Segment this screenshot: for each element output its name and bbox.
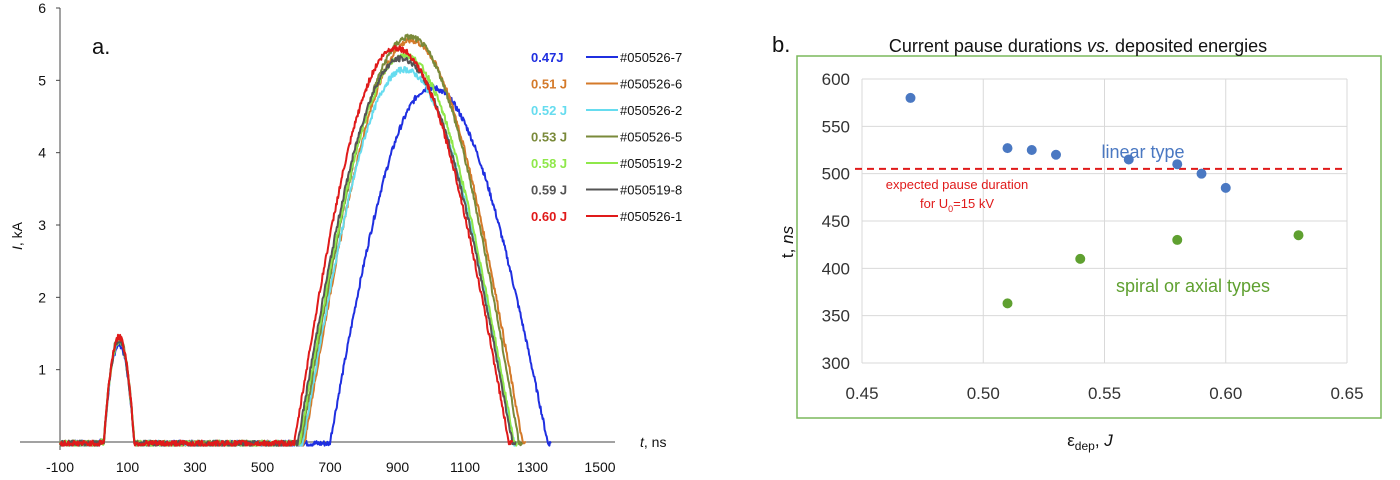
legend-label: #050519-2 (620, 156, 682, 171)
panel-a-y-axis-label: I, kA (9, 221, 25, 250)
legend-energy: 0.51 J (531, 77, 567, 92)
panel-b-title: Current pause durations vs. deposited en… (889, 36, 1267, 56)
y-tick-label: 300 (822, 354, 850, 373)
legend-energy: 0.60 J (531, 209, 567, 224)
scatter-point (1075, 253, 1086, 264)
y-tick-label: 1 (38, 362, 46, 378)
x-tick-label: 500 (251, 459, 275, 475)
y-tick-label: 400 (822, 259, 850, 278)
y-tick-label: 350 (822, 307, 850, 326)
legend-label: #050526-7 (620, 50, 682, 65)
y-tick-label: 2 (38, 289, 46, 305)
legend-energy: 0.52 J (531, 103, 567, 118)
panel-b-y-ticks: 300 350 400 450 500 550 600 (822, 70, 850, 373)
legend-energy: 0.53 J (531, 130, 567, 145)
legend-energy: 0.58 J (531, 156, 567, 171)
y-tick-label: 600 (822, 70, 850, 89)
x-tick-label: -100 (46, 459, 74, 475)
y-tick-label: 4 (38, 145, 46, 161)
panel-b-label: b. (772, 32, 790, 57)
series-line (59, 44, 514, 447)
scatter-point (1196, 168, 1207, 179)
scatter-point (1026, 145, 1037, 155)
x-tick-label: 0.50 (967, 384, 1000, 403)
panel-b-frame (796, 55, 1382, 419)
x-tick-label: 1300 (517, 459, 548, 475)
panel-a-y-ticks: 1 2 3 4 5 6 (38, 0, 60, 378)
series-line (59, 54, 517, 447)
linear-type-label: linear type (1101, 142, 1184, 162)
x-tick-label: 0.55 (1088, 384, 1121, 403)
x-tick-label: 900 (386, 459, 410, 475)
panel-a-legend: 0.47J #050526-7 0.51 J #050526-6 0.52 J #0505… (531, 50, 682, 224)
panel-b-y-axis-label: t, ns (778, 225, 797, 258)
scatter-point (1051, 149, 1061, 160)
x-tick-label: 1100 (450, 459, 480, 475)
y-tick-label: 550 (822, 117, 850, 136)
panel-b-points (905, 92, 1304, 309)
x-tick-label: 0.45 (845, 384, 878, 403)
legend-energy: 0.59 J (531, 183, 567, 198)
x-tick-label: 1500 (584, 459, 615, 475)
x-tick-label: 700 (318, 459, 342, 475)
reference-line-label-1: expected pause duration (886, 177, 1028, 192)
legend-label: #050526-1 (620, 209, 682, 224)
y-tick-label: 5 (38, 72, 46, 88)
panel-b-scatter: b. Current pause durations vs. deposited… (772, 32, 1382, 453)
y-tick-label: 3 (38, 217, 46, 233)
panel-a-current-traces: 1 2 3 4 5 6 -100 100 300 500 700 900 1100 1300 1500 a… (9, 0, 682, 475)
panel-b-x-axis-label: εdep, J (1067, 431, 1113, 453)
panel-a-curves (59, 33, 552, 447)
x-tick-label: 0.60 (1209, 384, 1242, 403)
x-tick-label: 0.65 (1330, 384, 1363, 403)
panel-b-x-ticks: 0.45 0.50 0.55 0.60 0.65 (845, 384, 1363, 403)
legend-label: #050526-6 (620, 77, 682, 92)
x-tick-label: 300 (183, 459, 207, 475)
scatter-point (1172, 234, 1183, 245)
legend-label: #050519-8 (620, 183, 682, 198)
legend-label: #050526-5 (620, 130, 682, 145)
x-tick-label: 100 (116, 459, 140, 475)
scatter-point (1002, 298, 1013, 309)
reference-line-label-2: for U0=15 kV (920, 196, 994, 214)
scatter-point (1002, 143, 1013, 154)
panel-b-grid (861, 78, 1348, 364)
legend-label: #050526-2 (620, 103, 682, 118)
scatter-point (1220, 182, 1231, 193)
panel-a-x-axis-label: t, ns (640, 434, 666, 450)
scatter-point (1172, 159, 1183, 170)
panel-a-label: a. (92, 34, 110, 59)
y-tick-label: 450 (822, 212, 850, 231)
y-tick-label: 6 (38, 0, 46, 16)
legend-energy: 0.47J (531, 50, 564, 65)
panel-a-x-ticks: -100 100 300 500 700 900 1100 1300 1500 (46, 459, 616, 475)
scatter-point (1293, 230, 1304, 241)
scatter-point (905, 92, 916, 103)
spiral-types-label: spiral or axial types (1116, 276, 1270, 296)
y-tick-label: 500 (822, 165, 850, 184)
scatter-point (1123, 154, 1134, 165)
